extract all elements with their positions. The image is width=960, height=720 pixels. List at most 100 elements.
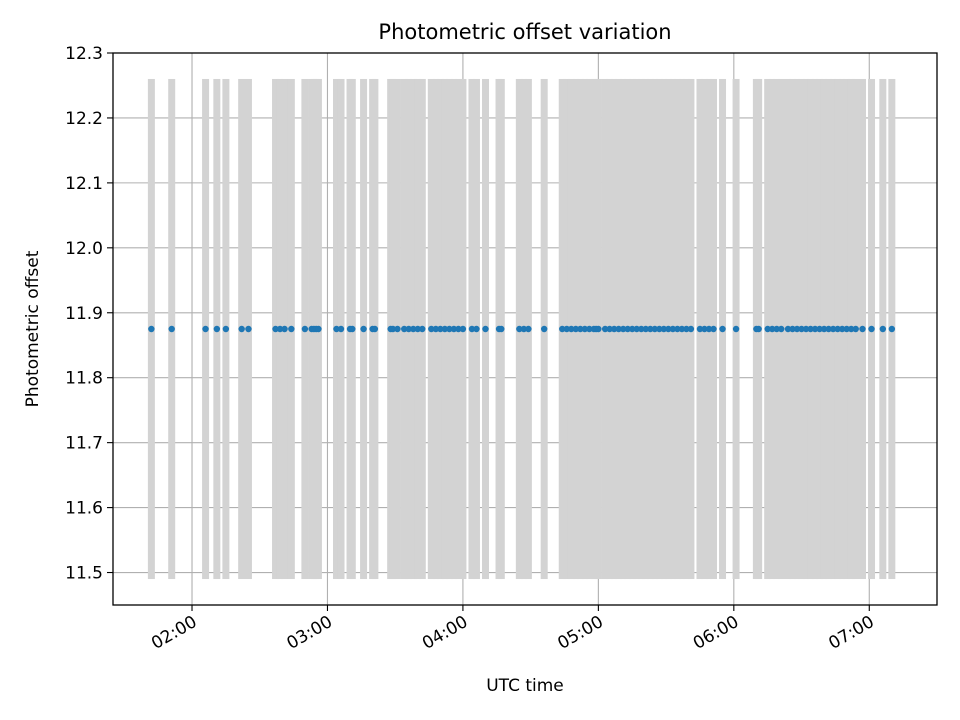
data-point (868, 325, 875, 333)
data-point (820, 325, 828, 333)
data-point (572, 325, 579, 333)
y-tick-label: 11.8 (65, 369, 103, 389)
data-point (859, 325, 866, 333)
data-point (405, 325, 412, 333)
data-point (288, 325, 295, 333)
data-point (789, 325, 796, 333)
data-point (843, 325, 850, 333)
data-point (414, 325, 421, 333)
data-point (798, 325, 805, 333)
data-point (811, 325, 819, 333)
data-point (669, 325, 677, 333)
data-point (769, 325, 776, 333)
data-point (315, 325, 322, 333)
data-point (629, 325, 636, 333)
data-point (276, 325, 284, 333)
y-tick-label: 12.0 (65, 239, 103, 259)
data-point (778, 325, 785, 333)
data-point (710, 325, 717, 333)
data-point (793, 325, 801, 333)
data-point (168, 325, 175, 333)
data-point (586, 325, 593, 333)
data-point (848, 325, 855, 333)
data-point (568, 325, 575, 333)
data-point (665, 325, 672, 333)
data-point (834, 325, 841, 333)
data-point (719, 325, 726, 333)
data-point (428, 325, 435, 333)
data-point (683, 325, 690, 333)
data-point (610, 325, 618, 333)
plot-frame (112, 52, 938, 606)
data-point (825, 325, 832, 333)
data-point (624, 325, 631, 333)
data-point (441, 325, 449, 333)
data-point (516, 325, 523, 333)
data-point (333, 325, 340, 333)
data-point (281, 325, 288, 333)
y-tick-label: 11.9 (65, 304, 103, 324)
data-point (337, 325, 345, 333)
data-point (829, 325, 837, 333)
y-tick-label: 11.5 (65, 564, 103, 584)
data-point (222, 325, 230, 333)
data-point (678, 325, 686, 333)
data-point (540, 325, 548, 333)
data-point (656, 325, 663, 333)
data-point (432, 325, 440, 333)
data-point (410, 325, 417, 333)
data-point (213, 325, 221, 333)
data-point (651, 325, 659, 333)
data-point (807, 325, 814, 333)
data-point (606, 325, 613, 333)
data-point (360, 325, 367, 333)
data-point (705, 325, 713, 333)
data-point (879, 325, 887, 333)
data-point (577, 325, 584, 333)
data-point (601, 325, 609, 333)
y-axis-label: Photometric offset (23, 250, 43, 407)
data-point (838, 325, 846, 333)
data-point (498, 325, 505, 333)
data-point (647, 325, 654, 333)
data-point (401, 325, 408, 333)
data-point (459, 325, 467, 333)
data-point (301, 325, 309, 333)
data-point (773, 325, 780, 333)
y-tick-label: 12.2 (65, 109, 103, 129)
data-point (732, 325, 740, 333)
data-point (349, 325, 356, 333)
data-point (642, 325, 649, 333)
y-tick-label: 12.3 (65, 44, 103, 64)
data-point (394, 325, 401, 333)
data-point (816, 325, 823, 333)
data-point (615, 325, 622, 333)
data-point (755, 325, 762, 333)
x-axis-label: UTC time (486, 676, 564, 696)
data-point (674, 325, 681, 333)
data-point (371, 325, 379, 333)
data-point (419, 325, 426, 333)
y-tick-label: 12.1 (65, 174, 103, 194)
data-point (563, 325, 570, 333)
data-point (687, 325, 695, 333)
data-point (437, 325, 444, 333)
data-point (660, 325, 668, 333)
y-tick-label: 11.6 (65, 499, 103, 519)
data-point (620, 325, 627, 333)
data-point (633, 325, 640, 333)
data-point (888, 325, 896, 333)
data-point (520, 325, 528, 333)
data-point (701, 325, 708, 333)
y-tick-label: 11.7 (65, 434, 103, 454)
data-points (148, 325, 896, 333)
data-point (638, 325, 645, 333)
data-point (852, 325, 859, 333)
data-point (272, 325, 279, 333)
data-point (389, 325, 397, 333)
data-point (202, 325, 209, 333)
data-point (455, 325, 462, 333)
data-point (473, 325, 480, 333)
data-point (784, 325, 792, 333)
